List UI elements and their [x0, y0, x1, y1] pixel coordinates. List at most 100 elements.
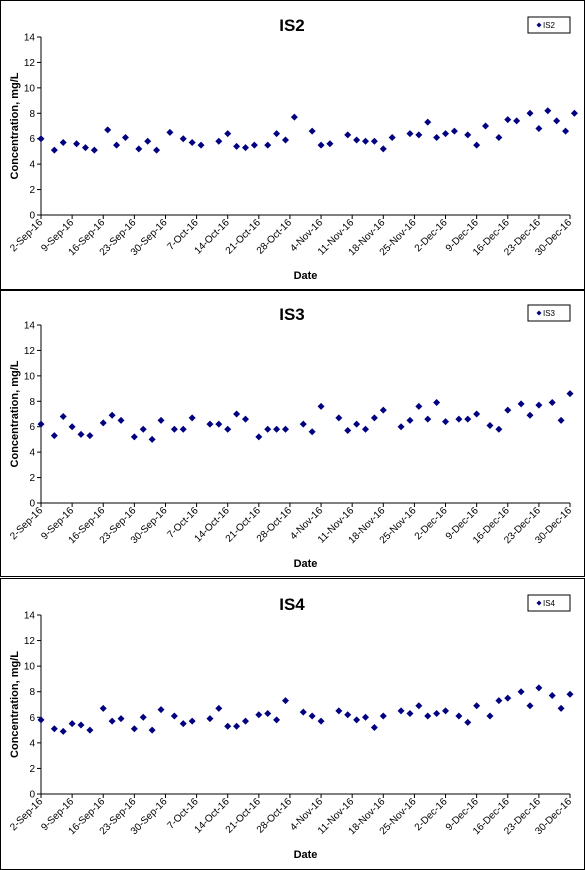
data-point: [233, 410, 241, 418]
data-point: [179, 425, 187, 433]
data-point: [170, 712, 178, 720]
chart-panel-is2: IS2 0 2 4 6 8 10 12 14 2-Sep-16 9-Sep-16 16-Sep-16 2…: [0, 0, 585, 290]
legend-marker: [536, 310, 542, 316]
chart-title: IS4: [279, 595, 305, 614]
data-point: [513, 117, 521, 125]
data-point: [379, 145, 387, 153]
y-axis-label: Concentration, mg/L: [9, 651, 21, 758]
data-point: [344, 427, 352, 435]
data-point: [50, 725, 58, 733]
data-point: [241, 717, 249, 725]
data-point: [157, 706, 165, 714]
data-point: [179, 720, 187, 728]
legend-label: IS3: [543, 309, 556, 318]
data-point: [215, 420, 223, 428]
data-point: [81, 144, 89, 152]
data-point: [224, 425, 232, 433]
data-point: [130, 433, 138, 441]
data-point: [148, 435, 156, 443]
data-point: [273, 130, 281, 138]
data-point: [135, 145, 143, 153]
data-point: [455, 415, 463, 423]
data-point: [353, 420, 361, 428]
data-point: [562, 127, 570, 135]
data-point: [166, 128, 174, 136]
data-point: [206, 420, 214, 428]
data-point: [68, 720, 76, 728]
data-point: [553, 117, 561, 125]
data-point: [86, 432, 94, 440]
data-point: [464, 131, 472, 139]
data-point: [379, 406, 387, 414]
data-point: [99, 704, 107, 712]
data-point: [526, 109, 534, 117]
x-tick-label: 2-Dec-16: [413, 796, 450, 833]
data-point: [86, 726, 94, 734]
data-point: [344, 131, 352, 139]
data-point: [317, 402, 325, 410]
data-point: [433, 133, 441, 141]
y-tick-label: 4: [29, 448, 35, 459]
data-point: [59, 727, 67, 735]
y-tick-label: 8: [29, 109, 35, 120]
y-tick-label: 12: [24, 58, 36, 69]
data-point: [406, 416, 414, 424]
data-point: [77, 430, 85, 438]
data-point: [450, 127, 458, 135]
data-point: [544, 107, 552, 115]
data-point: [59, 413, 67, 421]
data-point: [504, 116, 512, 124]
y-tick-label: 6: [29, 713, 35, 724]
x-axis-label: Date: [294, 270, 318, 282]
data-point: [206, 715, 214, 723]
y-tick-label: 2: [29, 764, 35, 775]
data-point: [495, 425, 503, 433]
data-point: [281, 425, 289, 433]
chart-is3: IS3024681012142-Sep-169-Sep-1616-Sep-162…: [8, 304, 574, 570]
data-point: [273, 425, 281, 433]
y-tick-label: 6: [29, 134, 35, 145]
data-point: [548, 399, 556, 407]
data-point: [566, 390, 574, 398]
data-point: [188, 717, 196, 725]
data-point: [495, 697, 503, 705]
data-point: [335, 707, 343, 715]
data-point: [557, 416, 565, 424]
data-point: [370, 137, 378, 145]
data-point: [224, 130, 232, 138]
data-point: [90, 146, 98, 154]
data-point: [362, 137, 370, 145]
y-tick-label: 2: [29, 473, 35, 484]
data-point: [362, 425, 370, 433]
y-tick-label: 4: [29, 160, 35, 171]
data-point: [473, 702, 481, 710]
y-tick-label: 8: [29, 397, 35, 408]
data-point: [317, 141, 325, 149]
y-tick-label: 12: [24, 636, 36, 647]
data-point: [117, 416, 125, 424]
data-point: [179, 135, 187, 143]
legend-box: [527, 594, 571, 612]
data-point: [50, 432, 58, 440]
data-point: [233, 142, 241, 150]
data-point: [104, 126, 112, 134]
data-point: [290, 113, 298, 121]
x-tick-label: 2-Dec-16: [413, 505, 450, 542]
data-point: [464, 415, 472, 423]
chart-title: IS3: [279, 305, 305, 324]
data-point: [37, 135, 45, 143]
y-tick-label: 6: [29, 422, 35, 433]
data-point: [117, 715, 125, 723]
data-point: [473, 410, 481, 418]
data-point: [397, 423, 405, 431]
data-point: [139, 425, 147, 433]
data-point: [148, 726, 156, 734]
data-point: [379, 712, 387, 720]
data-point: [535, 684, 543, 692]
legend-label: IS2: [543, 21, 556, 30]
data-point: [255, 711, 263, 719]
data-point: [113, 141, 121, 149]
data-point: [273, 716, 281, 724]
data-point: [464, 718, 472, 726]
x-tick-label: 2-Sep-16: [8, 796, 45, 833]
